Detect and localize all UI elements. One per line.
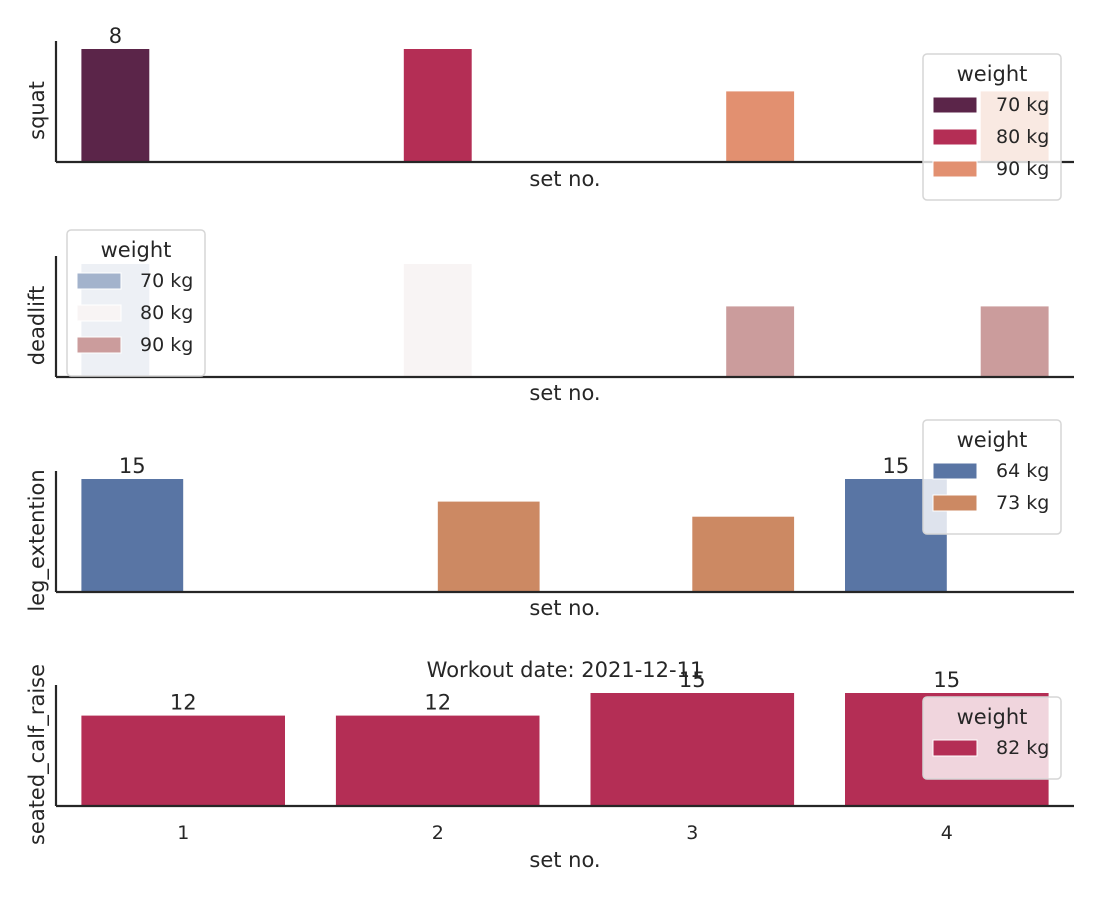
x-axis-label: set no. <box>529 596 600 620</box>
bar-data-label: 15 <box>933 668 960 692</box>
bar-data-label: 12 <box>170 691 197 715</box>
legend-entry-label: 64 kg <box>996 460 1049 482</box>
legend-entry-label: 70 kg <box>140 270 193 292</box>
y-axis-label: deadlift <box>25 286 49 365</box>
legend-entry-label: 90 kg <box>140 334 193 356</box>
subplot-title: Workout date: 2021-12-11 <box>427 658 704 682</box>
legend-swatch <box>76 336 122 354</box>
bar-data-label: 12 <box>424 691 451 715</box>
legend-swatch <box>932 739 978 757</box>
legend: weight 82 kg <box>922 696 1062 780</box>
bar-seated_calf_raise-set-3 <box>590 693 795 806</box>
legend-swatch <box>932 96 978 114</box>
bar-leg_extention-set-3 <box>692 516 795 592</box>
x-tick-label: 3 <box>686 822 698 844</box>
bar-deadlift-set-2 <box>403 264 472 377</box>
legend-swatch <box>932 494 978 512</box>
subplot-1: 8 set no. squat weight 70 kg 80 kg 90 kg <box>25 24 1074 201</box>
bar-squat-set-2 <box>403 49 472 162</box>
bar-deadlift-set-3 <box>726 306 795 377</box>
bar-seated_calf_raise-set-2 <box>335 715 540 806</box>
bar-leg_extention-set-2 <box>437 501 540 592</box>
legend-entry-label: 70 kg <box>996 94 1049 116</box>
legend-swatch <box>932 462 978 480</box>
bar-data-label: 15 <box>679 668 706 692</box>
bar-seated_calf_raise-set-1 <box>81 715 286 806</box>
x-axis-label: set no. <box>529 167 600 191</box>
bar-data-label: 8 <box>109 24 122 48</box>
legend-entry-label: 80 kg <box>140 302 193 324</box>
x-tick-label: 4 <box>941 822 953 844</box>
x-axis-label: set no. <box>529 381 600 405</box>
legend-entry-label: 90 kg <box>996 158 1049 180</box>
y-axis-label: leg_extention <box>25 469 50 611</box>
legend-swatch <box>76 272 122 290</box>
legend: weight 70 kg 80 kg 90 kg <box>66 229 206 377</box>
subplot-3: 15 15 set no. leg_extention weight 64 kg 73 kg <box>25 419 1074 620</box>
legend: weight 70 kg 80 kg 90 kg <box>922 53 1062 201</box>
bar-data-label: 15 <box>119 454 146 478</box>
legend: weight 64 kg 73 kg <box>922 419 1062 535</box>
x-tick-label: 1 <box>177 822 189 844</box>
x-axis-label: set no. <box>529 848 600 872</box>
legend-entry-label: 82 kg <box>996 737 1049 759</box>
legend-title: weight <box>957 62 1028 86</box>
legend-swatch <box>76 304 122 322</box>
legend-entry-label: 80 kg <box>996 126 1049 148</box>
bar-squat-set-1 <box>81 49 150 162</box>
legend-swatch <box>932 128 978 146</box>
y-axis-label: squat <box>25 81 49 140</box>
legend-box <box>922 696 1062 780</box>
legend-title: weight <box>957 705 1028 729</box>
bar-deadlift-set-4 <box>980 306 1049 377</box>
legend-title: weight <box>957 428 1028 452</box>
legend-swatch <box>932 160 978 178</box>
x-tick-label: 2 <box>432 822 444 844</box>
legend-entry-label: 73 kg <box>996 492 1049 514</box>
bar-leg_extention-set-1 <box>81 479 184 592</box>
subplot-2: set no. deadlift weight 70 kg 80 kg 90 kg <box>25 229 1074 405</box>
y-axis-label: seated_calf_raise <box>25 664 50 845</box>
bar-data-label: 15 <box>883 454 910 478</box>
bar-squat-set-3 <box>726 91 795 162</box>
legend-title: weight <box>101 238 172 262</box>
